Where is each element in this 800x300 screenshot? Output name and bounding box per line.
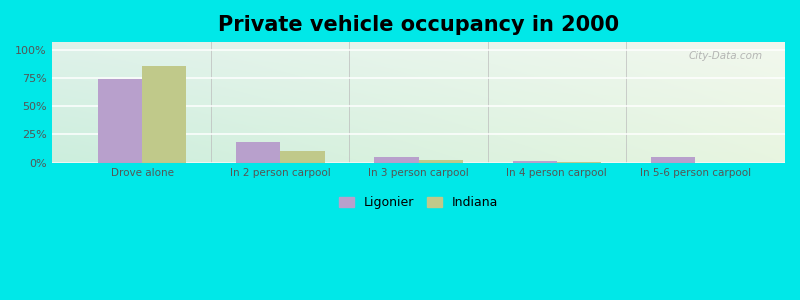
Bar	[651, 157, 695, 163]
Bar	[142, 66, 186, 163]
Bar	[418, 160, 463, 163]
Bar	[513, 161, 557, 163]
Title: Private vehicle occupancy in 2000: Private vehicle occupancy in 2000	[218, 15, 619, 35]
Legend: Ligonier, Indiana: Ligonier, Indiana	[339, 196, 498, 209]
Bar	[280, 151, 325, 163]
Bar	[98, 79, 142, 163]
Bar	[557, 162, 601, 163]
Bar	[374, 157, 418, 163]
Bar	[236, 142, 280, 163]
Text: City-Data.com: City-Data.com	[689, 50, 763, 61]
